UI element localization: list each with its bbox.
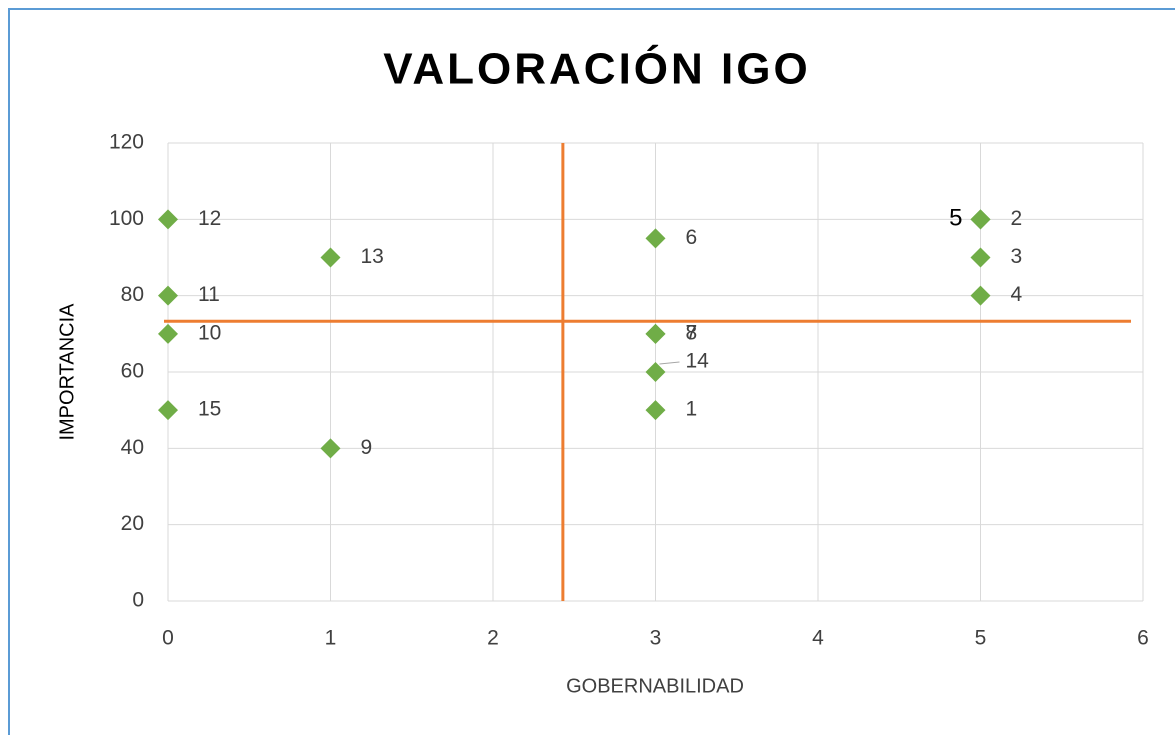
frame <box>8 8 1175 735</box>
point-label: 8 <box>686 321 698 344</box>
x-tick-label: 4 <box>812 627 824 650</box>
chart-title: VALORACIÓN IGO <box>383 44 810 94</box>
point <box>645 323 666 344</box>
leader-line <box>659 361 680 365</box>
y-axis-label: IMPORTANCIA <box>56 303 78 441</box>
point-label: 15 <box>198 398 221 421</box>
point <box>320 247 341 268</box>
point-label: 3 <box>1011 245 1023 268</box>
point <box>645 400 666 421</box>
point-label: 9 <box>361 436 373 459</box>
y-tick-label: 40 <box>121 436 144 459</box>
x-axis-label: GOBERNABILIDAD <box>566 675 744 697</box>
point <box>158 400 178 421</box>
x-tick-label: 5 <box>975 627 987 650</box>
x-tick-label: 1 <box>325 627 337 650</box>
point-label: 4 <box>1011 283 1023 306</box>
point <box>970 247 991 268</box>
point-label: 1 <box>686 398 698 421</box>
point <box>158 209 178 230</box>
y-tick-label: 60 <box>121 360 144 383</box>
point-label: 13 <box>361 245 384 268</box>
point <box>645 228 666 249</box>
point <box>970 285 991 306</box>
y-tick-label: 120 <box>109 131 144 154</box>
point <box>645 362 666 382</box>
point-label: 12 <box>198 207 221 230</box>
point-label: 14 <box>686 350 710 373</box>
point <box>158 285 178 306</box>
point-label: 10 <box>198 321 221 344</box>
point-label: 2 <box>1011 207 1023 230</box>
point-label: 11 <box>198 283 220 306</box>
point-label: 7 <box>686 321 698 344</box>
x-tick-label: 0 <box>162 627 174 650</box>
point-label: 5 <box>949 205 962 232</box>
y-tick-label: 80 <box>121 283 144 306</box>
x-tick-label: 3 <box>650 627 662 650</box>
y-tick-label: 20 <box>121 512 144 535</box>
point <box>158 323 178 344</box>
y-tick-label: 0 <box>132 589 144 612</box>
point-label: 6 <box>686 226 698 249</box>
x-tick-label: 6 <box>1137 627 1149 650</box>
y-tick-label: 100 <box>109 207 144 230</box>
point <box>970 209 991 230</box>
x-tick-label: 2 <box>487 627 499 650</box>
point <box>320 438 341 459</box>
